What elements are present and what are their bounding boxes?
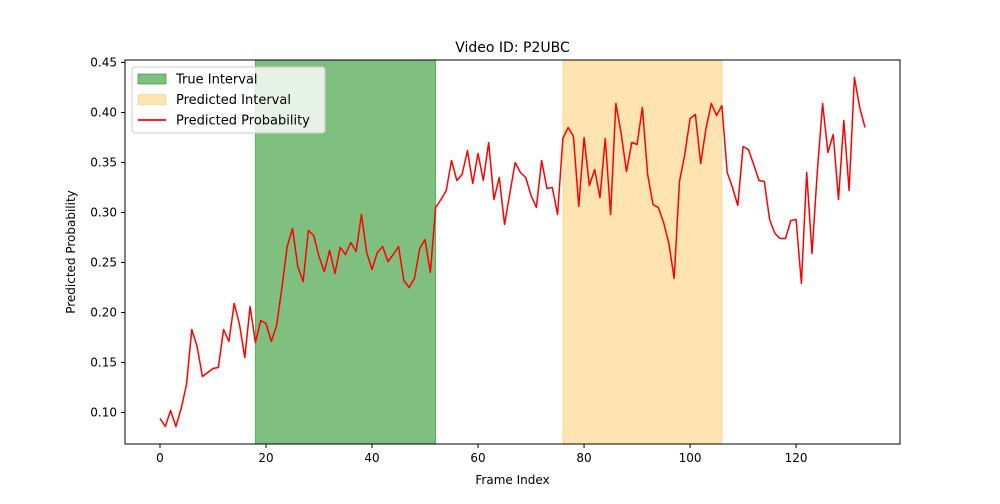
- x-tick-label: 20: [258, 451, 273, 465]
- x-tick-label: 60: [470, 451, 485, 465]
- y-tick-label: 0.35: [90, 156, 117, 170]
- x-tick-label: 0: [156, 451, 164, 465]
- legend-swatch: [138, 95, 166, 105]
- y-tick-label: 0.45: [90, 56, 117, 70]
- predicted-interval-band: [563, 60, 722, 444]
- legend: True Interval Predicted Interval Predicted…: [132, 67, 325, 133]
- legend-label: Predicted Probability: [176, 114, 310, 129]
- x-tick-label: 100: [679, 451, 702, 465]
- y-tick-label: 0.40: [90, 106, 117, 120]
- y-tick-label: 0.25: [90, 256, 117, 270]
- chart-title: Video ID: P2UBC: [455, 40, 570, 56]
- y-tick-label: 0.20: [90, 306, 117, 320]
- x-tick-label: 80: [576, 451, 591, 465]
- y-tick-label: 0.15: [90, 356, 117, 370]
- x-tick-label: 40: [364, 451, 379, 465]
- y-tick-label: 0.30: [90, 206, 117, 220]
- legend-label: True Interval: [175, 73, 258, 88]
- legend-swatch: [138, 74, 166, 84]
- y-axis-label: Predicted Probability: [64, 190, 78, 314]
- x-tick-label: 120: [785, 451, 808, 465]
- legend-label: Predicted Interval: [176, 93, 291, 108]
- x-axis-label: Frame Index: [475, 473, 549, 487]
- y-tick-label: 0.10: [90, 406, 117, 420]
